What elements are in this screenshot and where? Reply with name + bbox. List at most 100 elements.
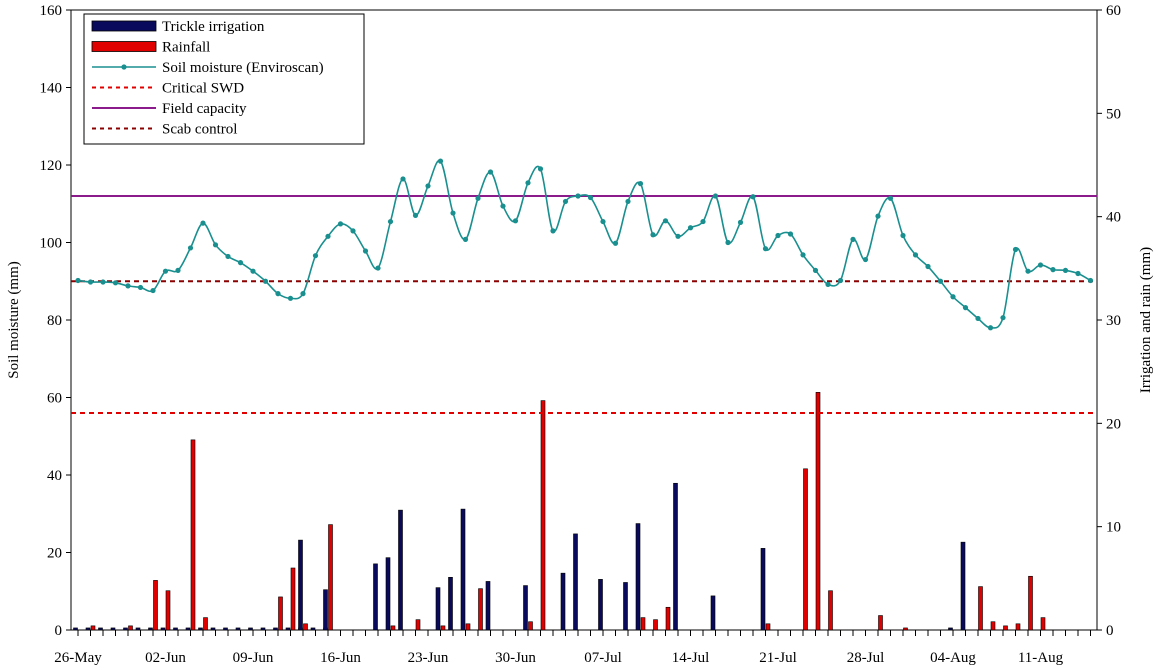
- soil-moisture-point: [125, 283, 131, 289]
- rainfall-bar: [978, 586, 983, 631]
- soil-moisture-point: [237, 260, 244, 266]
- irrigation-bar: [235, 627, 241, 631]
- soil-moisture-point: [312, 253, 319, 259]
- y-left-tick-label: 0: [55, 623, 63, 639]
- rainfall-bar: [653, 619, 658, 631]
- y-right-tick-label: 60: [1106, 3, 1121, 19]
- soil-moisture-point: [87, 279, 94, 285]
- soil-moisture-point: [800, 252, 806, 258]
- soil-moisture-point: [400, 176, 406, 182]
- x-tick-label: 30-Jun: [495, 650, 536, 666]
- soil-moisture-point: [300, 291, 306, 297]
- soil-moisture-point: [950, 294, 956, 300]
- rainfall-bar: [1015, 623, 1021, 631]
- soil-moisture-point: [262, 278, 269, 284]
- irrigation-bar: [760, 548, 766, 631]
- irrigation-bar: [260, 627, 266, 631]
- soil-moisture-point: [600, 218, 606, 225]
- irrigation-bar: [73, 627, 78, 631]
- soil-moisture-point: [1025, 268, 1031, 274]
- y-left-tick-label: 80: [47, 313, 62, 329]
- irrigation-bar: [435, 587, 441, 631]
- irrigation-bar: [323, 589, 328, 631]
- irrigation-bar: [185, 627, 191, 631]
- soil-moisture-point: [362, 248, 369, 254]
- rainfall-bar: [815, 392, 821, 631]
- y-left-tick-label: 20: [47, 546, 62, 562]
- rainfall-bar: [903, 627, 908, 631]
- rainfall-bar: [203, 617, 208, 631]
- rainfall-bar: [128, 625, 133, 631]
- soil-moisture-point: [525, 180, 531, 186]
- irrigation-bar: [460, 508, 466, 631]
- x-tick-label: 11-Aug: [1018, 650, 1064, 666]
- soil-moisture-point: [425, 183, 431, 189]
- x-tick-label: 07-Jul: [584, 650, 622, 666]
- soil-moisture-point: [450, 210, 456, 216]
- soil-moisture-point: [587, 194, 594, 201]
- irrigation-bar: [960, 541, 966, 631]
- soil-moisture-point: [962, 305, 969, 311]
- irrigation-bar: [98, 627, 103, 631]
- irrigation-bar: [623, 582, 628, 631]
- legend-label-soil-moisture: Soil moisture (Enviroscan): [162, 60, 324, 76]
- rainfall-bar: [528, 621, 533, 631]
- soil-moisture-point: [375, 265, 381, 271]
- rainfall-bar: [640, 617, 646, 631]
- soil-moisture-point: [437, 158, 444, 164]
- rainfall-bar: [990, 621, 996, 631]
- soil-moisture-point: [1087, 277, 1094, 284]
- soil-moisture-point: [1000, 315, 1006, 321]
- irrigation-bar: [85, 627, 91, 631]
- irrigation-bar: [398, 509, 403, 631]
- rainfall-bar: [665, 606, 671, 631]
- soil-moisture-point: [862, 256, 869, 263]
- rainfall-bar: [190, 439, 196, 631]
- soil-moisture-point: [225, 253, 231, 260]
- rainfall-bar: [878, 615, 883, 631]
- soil-moisture-point: [912, 252, 919, 258]
- soil-moisture-point: [937, 278, 944, 284]
- irrigation-bar: [485, 581, 491, 631]
- soil-moisture-point: [487, 169, 494, 175]
- soil-moisture-point: [337, 221, 344, 227]
- irrigation-bar: [285, 627, 291, 631]
- soil-moisture-point: [275, 291, 281, 297]
- soil-moisture-point: [200, 220, 206, 226]
- irrigation-bar: [635, 523, 641, 631]
- soil-moisture-point: [162, 268, 169, 274]
- x-tick-label: 16-Jun: [320, 650, 361, 666]
- soil-moisture-point: [900, 232, 906, 239]
- soil-moisture-point: [100, 279, 106, 285]
- y-right-tick-label: 20: [1106, 416, 1121, 432]
- soil-moisture-point: [1050, 267, 1056, 273]
- legend-swatch-soil-moisture-marker: [121, 64, 127, 70]
- soil-moisture-point: [1037, 262, 1044, 268]
- soil-moisture-point: [250, 268, 256, 274]
- rainfall-bar: [1028, 575, 1033, 631]
- soil-moisture-point: [350, 228, 356, 234]
- rainfall-bar: [303, 623, 308, 631]
- x-tick-label: 23-Jun: [408, 650, 449, 666]
- irrigation-bar: [573, 533, 578, 631]
- soil-moisture-point: [875, 213, 881, 219]
- rainfall-bar: [390, 625, 396, 631]
- bars-layer: [73, 392, 1046, 631]
- legend-label-rainfall: Rainfall: [162, 40, 210, 56]
- legend-label-irrigation: Trickle irrigation: [162, 19, 265, 35]
- soil-moisture-point: [975, 315, 981, 322]
- rainfall-bar: [465, 623, 471, 631]
- soil-moisture-point: [812, 267, 819, 273]
- legend: Trickle irrigation Rainfall Soil moisture …: [83, 13, 365, 145]
- rainfall-bar: [478, 588, 483, 631]
- irrigation-bar: [210, 627, 216, 631]
- rainfall-bar: [803, 468, 808, 631]
- soil-moisture-point: [737, 219, 744, 225]
- x-tick-label: 09-Jun: [233, 650, 274, 666]
- soil-moisture-point: [650, 232, 656, 238]
- y-right-axis-title: Irrigation and rain (mm): [1138, 247, 1154, 393]
- rainfall-bar: [90, 625, 96, 631]
- soil-moisture-point: [700, 218, 706, 225]
- soil-moisture-point: [325, 233, 331, 239]
- soil-moisture-point: [175, 267, 181, 273]
